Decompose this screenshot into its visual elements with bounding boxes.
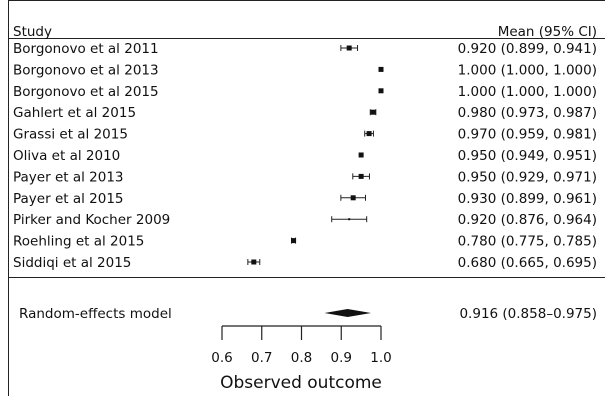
study-estimate: 0.920 (0.899, 0.941) (458, 41, 597, 57)
study-row: Borgonovo et al 2013 1.000 (1.000, 1.000) (13, 62, 597, 78)
study-name: Roehling et al 2015 (13, 234, 144, 250)
study-estimate: 0.950 (0.929, 0.971) (458, 169, 597, 185)
study-name: Pirker and Kocher 2009 (13, 212, 170, 228)
x-tick-label: 0.9 (331, 350, 352, 366)
point-estimate (348, 218, 351, 221)
x-tick-label: 0.8 (291, 350, 312, 366)
study-row: Oliva et al 2010 0.950 (0.949, 0.951) (13, 148, 597, 164)
point-estimate (358, 173, 364, 179)
point-estimate (366, 131, 372, 137)
summary-diamond (324, 309, 372, 317)
study-estimate: 0.680 (0.665, 0.695) (458, 255, 597, 271)
study-name: Gahlert et al 2015 (13, 105, 136, 121)
study-estimate: 1.000 (1.000, 1.000) (458, 84, 597, 100)
study-row: Siddiqi et al 2015 0.680 (0.665, 0.695) (13, 255, 597, 271)
point-estimate (251, 259, 257, 265)
point-estimate (346, 45, 352, 51)
study-row: Pirker and Kocher 2009 0.920 (0.876, 0.96… (13, 212, 597, 228)
study-estimate: 0.930 (0.899, 0.961) (458, 191, 597, 207)
study-estimate: 0.970 (0.959, 0.981) (458, 127, 597, 143)
study-name: Payer et al 2015 (13, 191, 124, 207)
study-name: Borgonovo et al 2015 (13, 84, 159, 100)
study-row: Roehling et al 2015 0.780 (0.775, 0.785) (13, 234, 597, 250)
header-estimate: Mean (95% CI) (498, 24, 597, 40)
study-rows: Borgonovo et al 2011 0.920 (0.899, 0.941)… (13, 41, 597, 271)
point-estimate (370, 109, 376, 115)
point-estimate (358, 152, 364, 158)
study-name: Payer et al 2013 (13, 169, 124, 185)
study-name: Grassi et al 2015 (13, 127, 128, 143)
study-row: Grassi et al 2015 0.970 (0.959, 0.981) (13, 127, 597, 143)
x-tick-label: 0.7 (251, 350, 272, 366)
point-estimate (378, 66, 384, 72)
summary-name: Random-effects model (19, 306, 172, 322)
study-estimate: 0.920 (0.876, 0.964) (458, 212, 597, 228)
x-tick-label: 0.6 (211, 350, 232, 366)
study-name: Borgonovo et al 2013 (13, 62, 159, 78)
point-estimate (378, 88, 384, 94)
point-estimate (350, 195, 356, 201)
study-estimate: 1.000 (1.000, 1.000) (458, 62, 597, 78)
study-row: Payer et al 2015 0.930 (0.899, 0.961) (13, 191, 597, 207)
summary-estimate: 0.916 (0.858–0.975) (459, 306, 597, 322)
header-study: Study (13, 24, 52, 40)
study-name: Borgonovo et al 2011 (13, 41, 159, 57)
study-row: Gahlert et al 2015 0.980 (0.973, 0.987) (13, 105, 597, 121)
study-name: Siddiqi et al 2015 (13, 255, 131, 271)
study-name: Oliva et al 2010 (13, 148, 120, 164)
study-row: Borgonovo et al 2015 1.000 (1.000, 1.000) (13, 84, 597, 100)
x-tick-label: 1.0 (370, 350, 391, 366)
x-axis-title: Observed outcome (220, 373, 382, 393)
study-row: Borgonovo et al 2011 0.920 (0.899, 0.941) (13, 41, 597, 57)
study-estimate: 0.780 (0.775, 0.785) (458, 234, 597, 250)
study-estimate: 0.950 (0.949, 0.951) (458, 148, 597, 164)
x-axis: 0.6 0.7 0.8 0.9 1.0 (211, 325, 392, 366)
summary-row: Random-effects model 0.916 (0.858–0.975) (19, 306, 597, 322)
study-row: Payer et al 2013 0.950 (0.929, 0.971) (13, 169, 597, 185)
study-estimate: 0.980 (0.973, 0.987) (458, 105, 597, 121)
point-estimate (291, 238, 297, 244)
